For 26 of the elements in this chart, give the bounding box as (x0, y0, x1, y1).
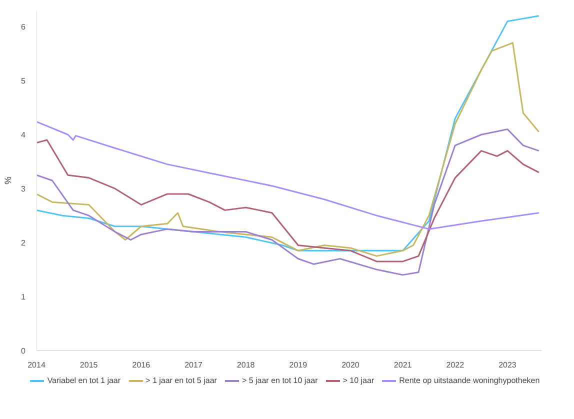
x-tick-label: 2022 (446, 360, 465, 370)
legend-label: > 1 jaar en tot 5 jaar (144, 376, 217, 385)
y-tick-label: 2 (21, 238, 26, 248)
y-tick-label: 4 (21, 130, 26, 140)
line-series (36, 128, 540, 276)
x-tick-label: 2014 (28, 360, 46, 370)
legend-label: > 10 jaar (342, 376, 374, 385)
x-tick-label: 2021 (394, 360, 412, 370)
y-tick-label: 0 (21, 346, 26, 356)
x-tick-label: 2015 (80, 360, 98, 370)
legend-label: Variabel en tot 1 jaar (46, 376, 121, 385)
line-series (36, 139, 540, 262)
y-tick-label: 1 (21, 292, 26, 302)
y-tick-label: 5 (21, 76, 26, 86)
x-tick-label: 2016 (132, 360, 151, 370)
y-axis-title: % (3, 176, 14, 184)
line-series (36, 120, 540, 230)
y-tick-label: 3 (21, 184, 26, 194)
legend-label: > 5 jaar en tot 10 jaar (240, 376, 318, 385)
x-tick-label: 2018 (236, 360, 256, 370)
x-tick-label: 2020 (342, 360, 360, 370)
y-tick-label: 6 (21, 22, 26, 32)
legend-label: Rente op uitstaande woninghypotheken (398, 376, 540, 385)
x-tick-label: 2017 (184, 360, 203, 370)
x-tick-label: 2023 (498, 360, 517, 370)
x-tick-label: 2019 (289, 360, 308, 370)
